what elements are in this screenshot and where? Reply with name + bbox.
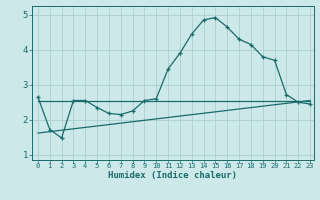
X-axis label: Humidex (Indice chaleur): Humidex (Indice chaleur) bbox=[108, 171, 237, 180]
